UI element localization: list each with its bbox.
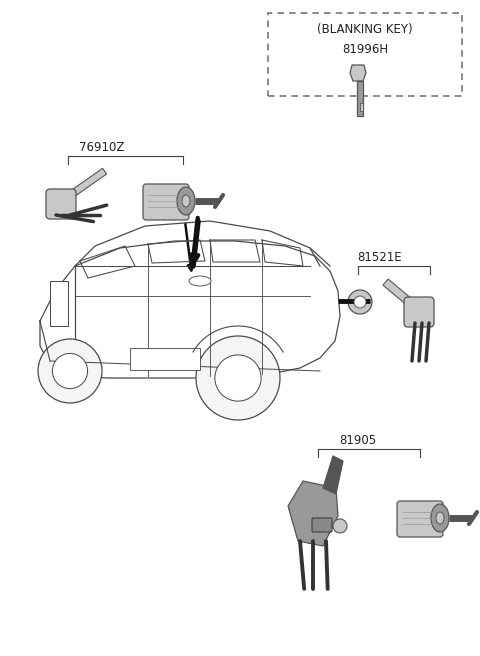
Circle shape — [52, 354, 87, 388]
Bar — [130, 348, 200, 370]
Circle shape — [196, 336, 280, 420]
FancyBboxPatch shape — [312, 518, 332, 532]
FancyBboxPatch shape — [143, 184, 189, 220]
Polygon shape — [350, 65, 366, 81]
Ellipse shape — [436, 512, 444, 524]
Text: 81521E: 81521E — [358, 251, 402, 264]
Ellipse shape — [182, 195, 190, 207]
Bar — [50, 281, 68, 326]
Polygon shape — [60, 169, 107, 204]
Text: (BLANKING KEY): (BLANKING KEY) — [317, 23, 413, 36]
Text: 76910Z: 76910Z — [79, 141, 125, 154]
Text: 81905: 81905 — [339, 434, 377, 447]
Bar — [360, 103, 363, 111]
FancyBboxPatch shape — [404, 297, 434, 327]
Ellipse shape — [333, 519, 347, 533]
Circle shape — [354, 296, 366, 308]
Circle shape — [38, 339, 102, 403]
Circle shape — [348, 290, 372, 314]
Ellipse shape — [177, 187, 195, 215]
Text: 81996H: 81996H — [342, 43, 388, 56]
Ellipse shape — [431, 504, 449, 532]
Polygon shape — [383, 279, 422, 314]
Circle shape — [215, 355, 261, 401]
Bar — [357, 81, 363, 116]
Bar — [268, 13, 462, 96]
FancyBboxPatch shape — [397, 501, 443, 537]
FancyBboxPatch shape — [46, 189, 76, 219]
Polygon shape — [288, 481, 338, 546]
Polygon shape — [323, 456, 343, 494]
Ellipse shape — [189, 276, 211, 286]
